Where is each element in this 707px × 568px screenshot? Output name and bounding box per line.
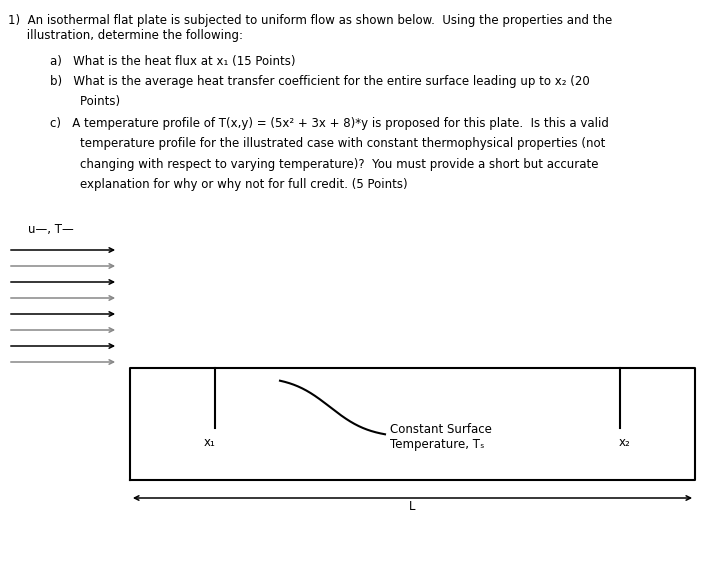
Text: x₁: x₁ (204, 436, 216, 449)
Text: a)   What is the heat flux at x₁ (15 Points): a) What is the heat flux at x₁ (15 Point… (50, 55, 296, 68)
Text: temperature profile for the illustrated case with constant thermophysical proper: temperature profile for the illustrated … (50, 137, 605, 151)
Text: b)   What is the average heat transfer coefficient for the entire surface leadin: b) What is the average heat transfer coe… (50, 75, 590, 88)
Text: L: L (409, 500, 416, 513)
Text: changing with respect to varying temperature)?  You must provide a short but acc: changing with respect to varying tempera… (50, 157, 599, 170)
Text: 1)  An isothermal flat plate is subjected to uniform flow as shown below.  Using: 1) An isothermal flat plate is subjected… (8, 14, 612, 27)
Text: Constant Surface
Temperature, Tₛ: Constant Surface Temperature, Tₛ (390, 423, 492, 451)
Text: x₂: x₂ (619, 436, 631, 449)
Text: Points): Points) (50, 95, 120, 108)
Text: u—, T—: u—, T— (28, 223, 74, 236)
Text: explanation for why or why not for full credit. (5 Points): explanation for why or why not for full … (50, 178, 408, 191)
Text: c)   A temperature profile of T(x,y) = (5x² + 3x + 8)*y is proposed for this pla: c) A temperature profile of T(x,y) = (5x… (50, 117, 609, 130)
Text: illustration, determine the following:: illustration, determine the following: (8, 28, 243, 41)
